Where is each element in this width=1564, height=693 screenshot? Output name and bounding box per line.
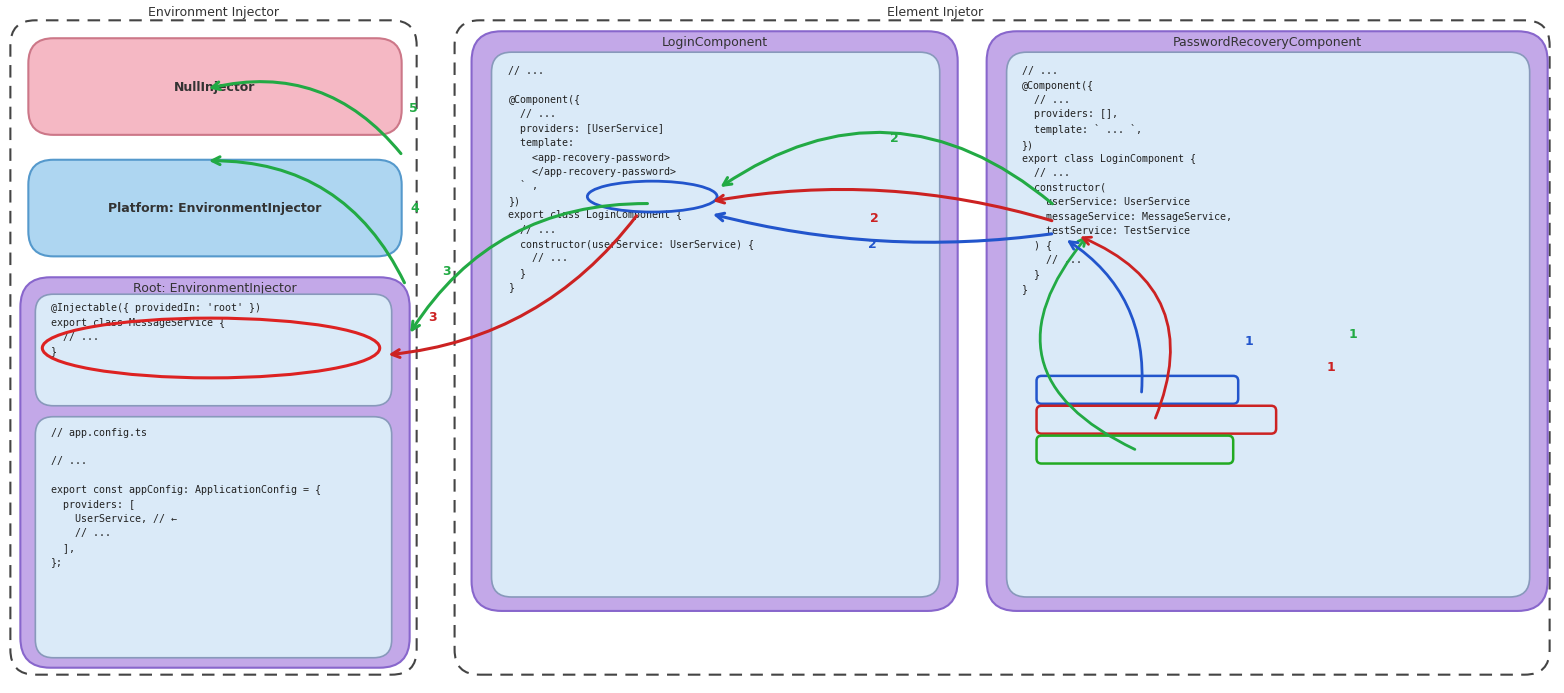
Text: NullInjector: NullInjector (174, 80, 255, 94)
FancyBboxPatch shape (987, 31, 1548, 611)
Text: // ...

@Component({
  // ...
  providers: [UserService]
  template:
    <app-re: // ... @Component({ // ... providers: [U… (508, 66, 754, 292)
FancyBboxPatch shape (28, 160, 402, 256)
Text: LoginComponent: LoginComponent (662, 36, 768, 49)
FancyBboxPatch shape (28, 38, 402, 135)
FancyBboxPatch shape (1007, 52, 1530, 597)
FancyBboxPatch shape (36, 416, 391, 658)
FancyBboxPatch shape (20, 277, 410, 668)
Text: Element Injetor: Element Injetor (887, 6, 982, 19)
Text: 1: 1 (1350, 328, 1358, 341)
FancyBboxPatch shape (36, 295, 391, 406)
Text: 2: 2 (868, 238, 876, 252)
Text: Platform: EnvironmentInjector: Platform: EnvironmentInjector (108, 202, 322, 215)
Text: 2: 2 (890, 132, 899, 145)
Text: @Injectable({ providedIn: 'root' })
export class MessageService {
  // ...
}: @Injectable({ providedIn: 'root' }) expo… (52, 303, 261, 356)
FancyBboxPatch shape (491, 52, 940, 597)
Text: // ...
@Component({
  // ...
  providers: [],
  template: ` ... `,
})
export cla: // ... @Component({ // ... providers: []… (1021, 66, 1231, 294)
Text: 5: 5 (408, 102, 418, 115)
Text: 2: 2 (870, 211, 879, 225)
Text: Environment Injector: Environment Injector (147, 6, 278, 19)
Text: 1: 1 (1326, 361, 1336, 374)
FancyBboxPatch shape (472, 31, 957, 611)
Text: Root: EnvironmentInjector: Root: EnvironmentInjector (133, 282, 297, 295)
Text: PasswordRecoveryComponent: PasswordRecoveryComponent (1173, 36, 1362, 49)
Text: 3: 3 (429, 311, 438, 324)
Text: 1: 1 (1245, 335, 1253, 348)
Text: 3: 3 (443, 265, 452, 279)
Text: 4: 4 (411, 202, 419, 215)
Text: // app.config.ts

// ...

export const appConfig: ApplicationConfig = {
  provid: // app.config.ts // ... export const app… (52, 428, 321, 568)
